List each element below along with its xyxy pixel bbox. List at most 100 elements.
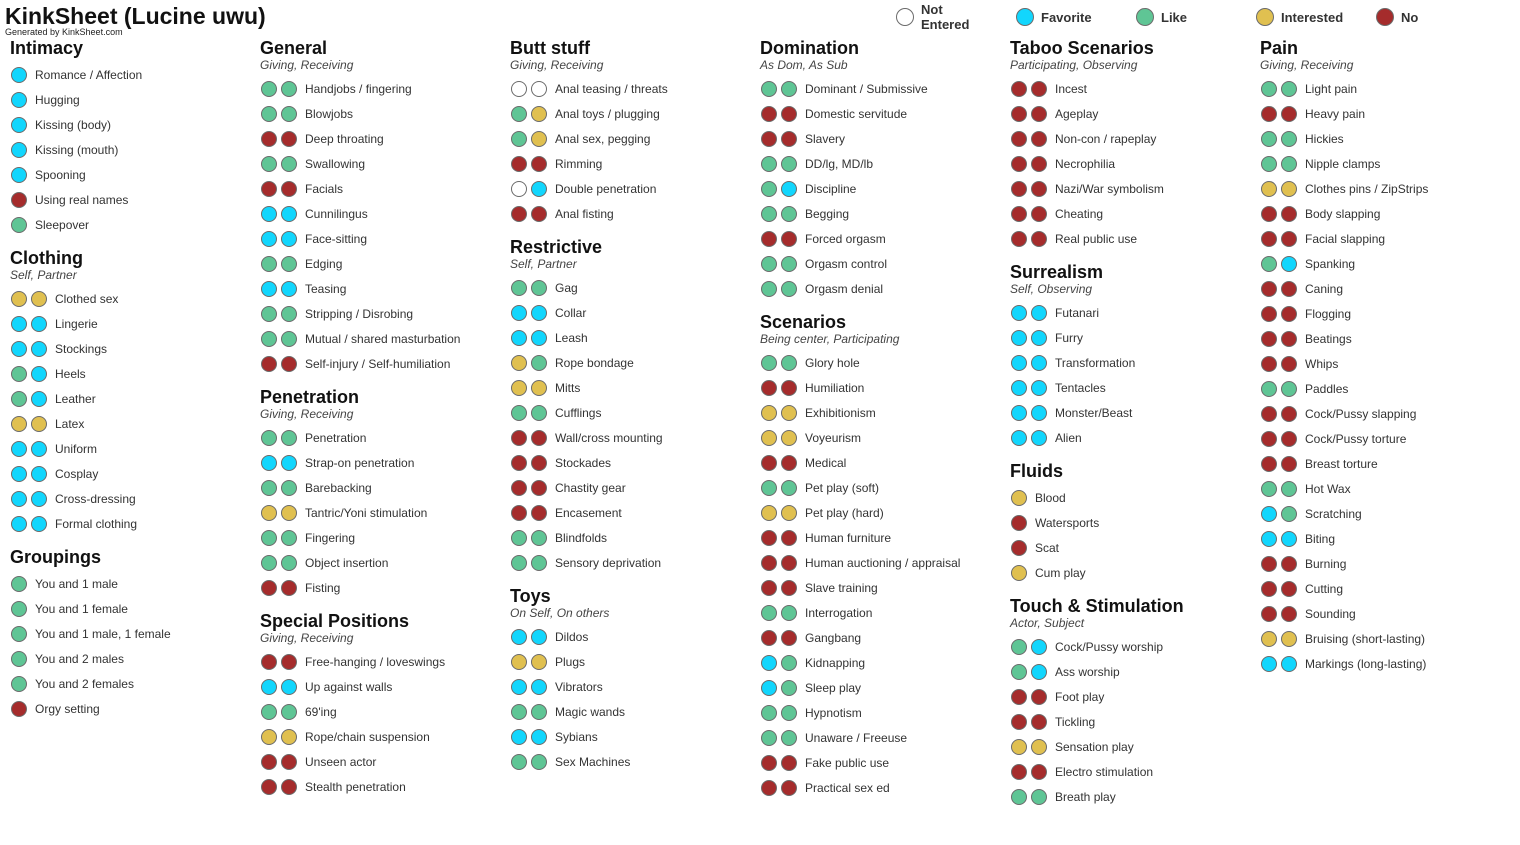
rating-circle-icon[interactable] [781,180,797,197]
rating-circle-icon[interactable] [11,700,27,717]
rating-circle-icon[interactable] [531,205,547,222]
rating-circle-icon[interactable] [781,779,797,796]
rating-circle-icon[interactable] [281,280,297,297]
rating-circle-icon[interactable] [261,280,277,297]
rating-circle-icon[interactable] [31,390,47,407]
rating-circle-icon[interactable] [1261,330,1277,347]
rating-circle-icon[interactable] [1011,354,1027,371]
rating-circle-icon[interactable] [31,290,47,307]
rating-circle-icon[interactable] [11,600,27,617]
rating-circle-icon[interactable] [261,454,277,471]
rating-circle-icon[interactable] [281,454,297,471]
rating-circle-icon[interactable] [261,653,277,670]
rating-circle-icon[interactable] [531,379,547,396]
rating-circle-icon[interactable] [281,355,297,372]
rating-circle-icon[interactable] [511,703,527,720]
rating-circle-icon[interactable] [531,429,547,446]
rating-circle-icon[interactable] [781,354,797,371]
rating-circle-icon[interactable] [281,753,297,770]
rating-circle-icon[interactable] [1011,663,1027,680]
rating-circle-icon[interactable] [511,155,527,172]
rating-circle-icon[interactable] [1281,655,1297,672]
rating-circle-icon[interactable] [1031,205,1047,222]
rating-circle-icon[interactable] [11,141,27,158]
rating-circle-icon[interactable] [281,504,297,521]
rating-circle-icon[interactable] [1261,130,1277,147]
rating-circle-icon[interactable] [11,365,27,382]
rating-circle-icon[interactable] [11,116,27,133]
rating-circle-icon[interactable] [511,205,527,222]
rating-circle-icon[interactable] [761,479,777,496]
rating-circle-icon[interactable] [261,305,277,322]
rating-circle-icon[interactable] [761,379,777,396]
rating-circle-icon[interactable] [261,753,277,770]
rating-circle-icon[interactable] [511,479,527,496]
rating-circle-icon[interactable] [281,180,297,197]
rating-circle-icon[interactable] [1261,305,1277,322]
rating-circle-icon[interactable] [781,704,797,721]
rating-circle-icon[interactable] [281,80,297,97]
rating-circle-icon[interactable] [11,515,27,532]
rating-circle-icon[interactable] [1011,379,1027,396]
rating-circle-icon[interactable] [1031,230,1047,247]
rating-circle-icon[interactable] [281,155,297,172]
rating-circle-icon[interactable] [1281,105,1297,122]
rating-circle-icon[interactable] [31,515,47,532]
rating-circle-icon[interactable] [1281,405,1297,422]
rating-circle-icon[interactable] [1031,379,1047,396]
rating-circle-icon[interactable] [531,155,547,172]
rating-circle-icon[interactable] [11,650,27,667]
rating-circle-icon[interactable] [531,554,547,571]
rating-circle-icon[interactable] [1031,80,1047,97]
rating-circle-icon[interactable] [281,330,297,347]
rating-circle-icon[interactable] [761,155,777,172]
rating-circle-icon[interactable] [261,105,277,122]
rating-circle-icon[interactable] [1011,539,1027,556]
rating-circle-icon[interactable] [1261,280,1277,297]
rating-circle-icon[interactable] [781,155,797,172]
rating-circle-icon[interactable] [261,728,277,745]
rating-circle-icon[interactable] [761,554,777,571]
rating-circle-icon[interactable] [781,504,797,521]
rating-circle-icon[interactable] [11,675,27,692]
rating-circle-icon[interactable] [1261,530,1277,547]
rating-circle-icon[interactable] [1281,80,1297,97]
rating-circle-icon[interactable] [281,130,297,147]
rating-circle-icon[interactable] [781,479,797,496]
rating-circle-icon[interactable] [1011,155,1027,172]
rating-circle-icon[interactable] [761,454,777,471]
rating-circle-icon[interactable] [781,230,797,247]
rating-circle-icon[interactable] [1011,564,1027,581]
rating-circle-icon[interactable] [781,554,797,571]
rating-circle-icon[interactable] [781,429,797,446]
rating-circle-icon[interactable] [781,729,797,746]
rating-circle-icon[interactable] [531,479,547,496]
rating-circle-icon[interactable] [1261,405,1277,422]
rating-circle-icon[interactable] [31,340,47,357]
rating-circle-icon[interactable] [761,629,777,646]
rating-circle-icon[interactable] [261,479,277,496]
rating-circle-icon[interactable] [1281,430,1297,447]
rating-circle-icon[interactable] [1261,105,1277,122]
rating-circle-icon[interactable] [281,255,297,272]
rating-circle-icon[interactable] [1031,738,1047,755]
rating-circle-icon[interactable] [261,429,277,446]
rating-circle-icon[interactable] [781,404,797,421]
rating-circle-icon[interactable] [261,180,277,197]
rating-circle-icon[interactable] [781,280,797,297]
rating-circle-icon[interactable] [761,604,777,621]
rating-circle-icon[interactable] [11,440,27,457]
rating-circle-icon[interactable] [1261,80,1277,97]
rating-circle-icon[interactable] [761,255,777,272]
rating-circle-icon[interactable] [11,315,27,332]
rating-circle-icon[interactable] [1261,205,1277,222]
rating-circle-icon[interactable] [781,130,797,147]
rating-circle-icon[interactable] [511,379,527,396]
rating-circle-icon[interactable] [761,354,777,371]
rating-circle-icon[interactable] [1281,230,1297,247]
rating-circle-icon[interactable] [761,105,777,122]
rating-circle-icon[interactable] [11,465,27,482]
rating-circle-icon[interactable] [31,465,47,482]
rating-circle-icon[interactable] [1281,380,1297,397]
rating-circle-icon[interactable] [761,404,777,421]
